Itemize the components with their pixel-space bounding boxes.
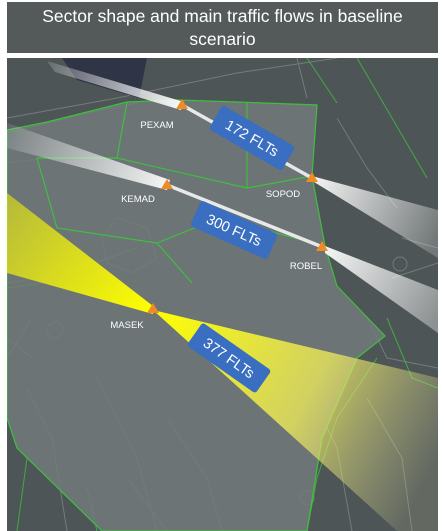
waypoint-marker-icon bbox=[316, 241, 328, 251]
waypoint-pexam[interactable]: PEXAM bbox=[140, 99, 188, 131]
map-canvas: 172 FLTs 300 FLTs 377 FLTs PEXAM SOPOD K… bbox=[7, 58, 438, 531]
waypoint-marker-icon bbox=[147, 303, 159, 313]
flow-beams-upper bbox=[7, 61, 438, 333]
waypoint-sopod[interactable]: SOPOD bbox=[266, 172, 318, 200]
waypoint-label: ROBEL bbox=[290, 261, 322, 272]
waypoint-marker-icon bbox=[161, 179, 173, 189]
waypoint-label: KEMAD bbox=[121, 194, 155, 205]
waypoint-robel[interactable]: ROBEL bbox=[290, 241, 328, 272]
map-title: Sector shape and main traffic flows in b… bbox=[7, 2, 438, 53]
waypoint-masek[interactable]: MASEK bbox=[110, 303, 159, 331]
waypoint-label: MASEK bbox=[110, 320, 144, 331]
sector-map[interactable]: 172 FLTs 300 FLTs 377 FLTs PEXAM SOPOD K… bbox=[7, 58, 438, 531]
waypoint-marker-icon bbox=[306, 172, 318, 182]
waypoint-label: PEXAM bbox=[140, 120, 173, 131]
waypoint-marker-icon bbox=[176, 99, 188, 109]
waypoint-kemad[interactable]: KEMAD bbox=[121, 179, 173, 205]
waypoint-label: SOPOD bbox=[266, 189, 300, 200]
